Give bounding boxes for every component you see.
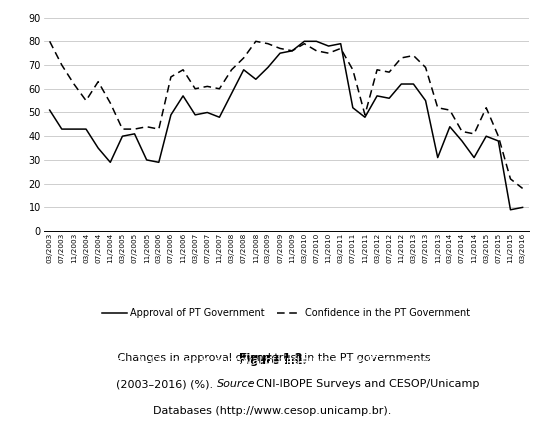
Approval of PT Government bbox=[362, 115, 368, 120]
Text: Figure 1.2.: Figure 1.2. bbox=[239, 353, 306, 363]
Confidence in the PT Government bbox=[459, 129, 465, 134]
Approval of PT Government bbox=[168, 112, 174, 117]
Approval of PT Government bbox=[301, 39, 307, 44]
Confidence in the PT Government bbox=[337, 46, 344, 51]
Approval of PT Government bbox=[422, 98, 429, 103]
Approval of PT Government bbox=[265, 65, 271, 70]
Confidence in the PT Government bbox=[325, 51, 332, 56]
Text: Changes in approval of and trust in the PT governments: Changes in approval of and trust in the … bbox=[114, 353, 431, 363]
Confidence in the PT Government bbox=[495, 134, 501, 139]
Confidence in the PT Government bbox=[349, 67, 356, 72]
Legend: Approval of PT Government, Confidence in the PT Government: Approval of PT Government, Confidence in… bbox=[98, 305, 474, 322]
Text: Databases (http://www.cesop.unicamp.br).: Databases (http://www.cesop.unicamp.br). bbox=[153, 407, 392, 416]
Confidence in the PT Government bbox=[398, 55, 404, 60]
Confidence in the PT Government bbox=[446, 107, 453, 113]
Confidence in the PT Government bbox=[471, 131, 477, 137]
Approval of PT Government bbox=[180, 93, 186, 98]
Approval of PT Government bbox=[459, 138, 465, 143]
Approval of PT Government bbox=[216, 115, 223, 120]
Text: : CNI-IBOPE Surveys and CESOP/Unicamp: : CNI-IBOPE Surveys and CESOP/Unicamp bbox=[249, 380, 480, 389]
Confidence in the PT Government bbox=[143, 124, 150, 129]
Confidence in the PT Government bbox=[46, 39, 53, 44]
Approval of PT Government bbox=[289, 48, 295, 54]
Confidence in the PT Government bbox=[313, 48, 320, 54]
Confidence in the PT Government bbox=[168, 74, 174, 80]
Approval of PT Government bbox=[446, 124, 453, 129]
Approval of PT Government bbox=[507, 207, 514, 212]
Confidence in the PT Government bbox=[204, 84, 210, 89]
Confidence in the PT Government bbox=[301, 41, 307, 46]
Confidence in the PT Government bbox=[289, 48, 295, 54]
Text: Figure 1.2. Changes in approval of and trust in the PT governments: Figure 1.2. Changes in approval of and t… bbox=[89, 356, 456, 366]
Confidence in the PT Government bbox=[483, 105, 489, 110]
Text: (2003–2016) (%).: (2003–2016) (%). bbox=[116, 380, 216, 389]
Approval of PT Government bbox=[325, 44, 332, 49]
Confidence in the PT Government bbox=[192, 86, 198, 91]
Approval of PT Government bbox=[434, 155, 441, 160]
Confidence in the PT Government bbox=[265, 41, 271, 46]
Confidence in the PT Government bbox=[119, 127, 126, 132]
Approval of PT Government bbox=[483, 134, 489, 139]
Confidence in the PT Government bbox=[410, 53, 417, 58]
Confidence in the PT Government bbox=[83, 98, 89, 103]
Confidence in the PT Government bbox=[277, 46, 283, 51]
Approval of PT Government bbox=[277, 51, 283, 56]
Line: Approval of PT Government: Approval of PT Government bbox=[50, 42, 523, 210]
Approval of PT Government bbox=[252, 77, 259, 82]
Approval of PT Government bbox=[46, 107, 53, 113]
Approval of PT Government bbox=[107, 160, 113, 165]
Confidence in the PT Government bbox=[95, 79, 101, 84]
Approval of PT Government bbox=[228, 91, 235, 96]
Approval of PT Government bbox=[471, 155, 477, 160]
Text: Source: Source bbox=[216, 380, 255, 389]
Confidence in the PT Government bbox=[58, 62, 65, 68]
Confidence in the PT Government bbox=[422, 65, 429, 70]
Approval of PT Government bbox=[83, 127, 89, 132]
Approval of PT Government bbox=[143, 158, 150, 163]
Confidence in the PT Government bbox=[519, 186, 526, 191]
Approval of PT Government bbox=[155, 160, 162, 165]
Confidence in the PT Government bbox=[107, 101, 113, 106]
Approval of PT Government bbox=[337, 41, 344, 46]
Confidence in the PT Government bbox=[507, 176, 514, 181]
Confidence in the PT Government bbox=[228, 67, 235, 72]
Text: Figure 1.2.: Figure 1.2. bbox=[239, 356, 306, 366]
Confidence in the PT Government bbox=[374, 67, 380, 72]
Approval of PT Government bbox=[410, 81, 417, 86]
Approval of PT Government bbox=[192, 112, 198, 117]
Confidence in the PT Government bbox=[155, 127, 162, 132]
Confidence in the PT Government bbox=[131, 127, 138, 132]
Approval of PT Government bbox=[313, 39, 320, 44]
Approval of PT Government bbox=[58, 127, 65, 132]
Approval of PT Government bbox=[519, 205, 526, 210]
Approval of PT Government bbox=[495, 138, 501, 143]
Confidence in the PT Government bbox=[216, 86, 223, 91]
Approval of PT Government bbox=[95, 146, 101, 151]
Approval of PT Government bbox=[131, 131, 138, 137]
Approval of PT Government bbox=[71, 127, 77, 132]
Confidence in the PT Government bbox=[362, 112, 368, 117]
Confidence in the PT Government bbox=[252, 39, 259, 44]
Approval of PT Government bbox=[119, 134, 126, 139]
Approval of PT Government bbox=[398, 81, 404, 86]
Confidence in the PT Government bbox=[386, 70, 392, 75]
Confidence in the PT Government bbox=[71, 81, 77, 86]
Confidence in the PT Government bbox=[434, 105, 441, 110]
Line: Confidence in the PT Government: Confidence in the PT Government bbox=[50, 42, 523, 188]
Confidence in the PT Government bbox=[180, 67, 186, 72]
Confidence in the PT Government bbox=[240, 55, 247, 60]
Approval of PT Government bbox=[386, 96, 392, 101]
Approval of PT Government bbox=[349, 105, 356, 110]
Approval of PT Government bbox=[204, 110, 210, 115]
Approval of PT Government bbox=[240, 67, 247, 72]
Approval of PT Government bbox=[374, 93, 380, 98]
